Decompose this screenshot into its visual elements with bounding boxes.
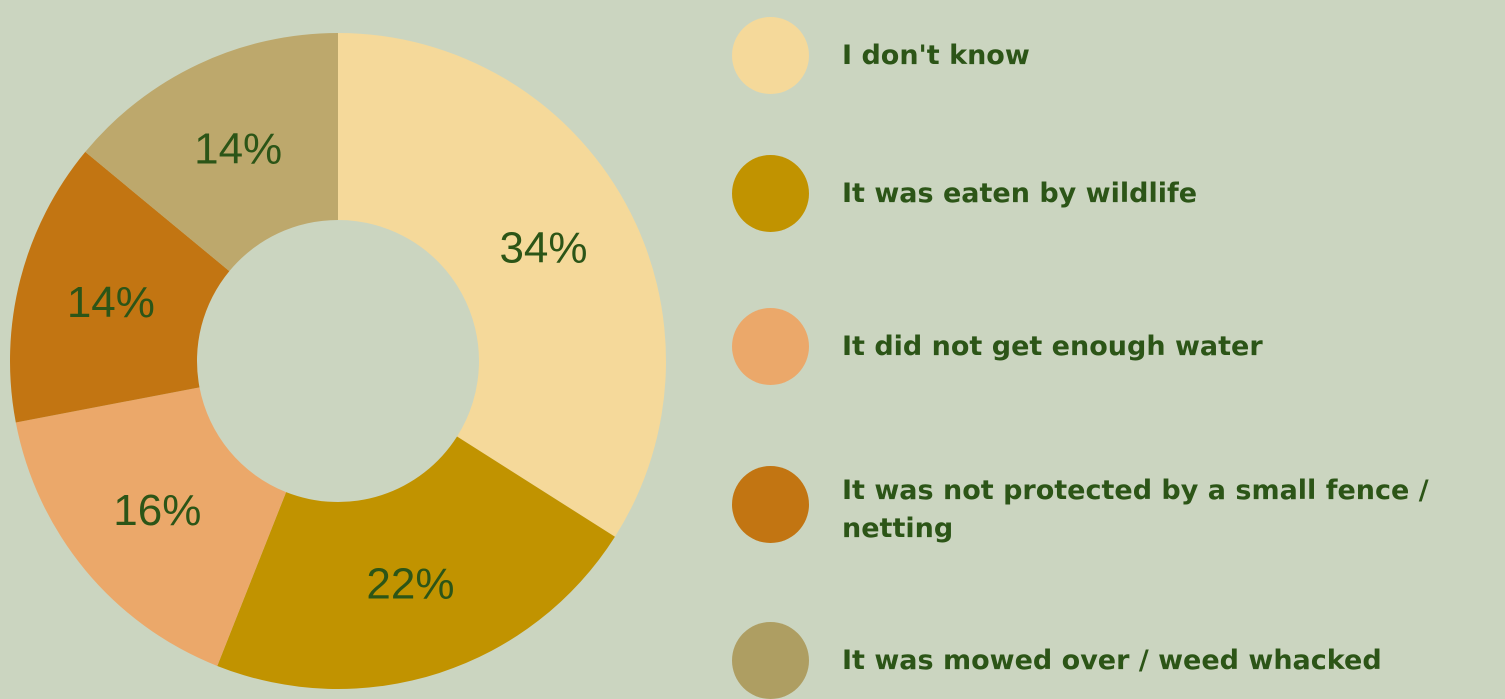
slice-label-3: 16% bbox=[113, 486, 201, 535]
legend-swatch-3 bbox=[732, 308, 809, 385]
slice-label-2: 22% bbox=[366, 560, 454, 609]
slice-label-4: 14% bbox=[67, 278, 155, 327]
slice-1 bbox=[338, 33, 666, 537]
slice-4 bbox=[10, 151, 230, 423]
slice-label-1: 34% bbox=[499, 224, 587, 273]
legend-item-3: It did not get enough water bbox=[732, 308, 1482, 385]
legend-label-1: I don't know bbox=[842, 40, 1030, 71]
slice-2 bbox=[217, 436, 615, 689]
donut-chart: 34% 22% 16% 14% 14% bbox=[10, 33, 666, 689]
legend-swatch-1 bbox=[732, 17, 809, 94]
legend-item-4: It was not protected by a small fence / … bbox=[732, 466, 1482, 548]
chart-legend: I don't know It was eaten by wildlife It d… bbox=[732, 0, 1505, 699]
legend-item-5: It was mowed over / weed whacked bbox=[732, 622, 1482, 699]
slice-3 bbox=[15, 387, 287, 666]
legend-label-3: It did not get enough water bbox=[842, 331, 1263, 362]
legend-label-2: It was eaten by wildlife bbox=[842, 178, 1198, 209]
legend-label-5: It was mowed over / weed whacked bbox=[842, 645, 1382, 676]
legend-label-4: It was not protected by a small fence / … bbox=[842, 475, 1429, 544]
legend-swatch-2 bbox=[732, 155, 809, 232]
slice-5 bbox=[85, 33, 338, 272]
legend-swatch-4 bbox=[732, 466, 809, 543]
slice-label-5: 14% bbox=[194, 124, 282, 173]
legend-item-1: I don't know bbox=[732, 17, 1482, 94]
legend-item-2: It was eaten by wildlife bbox=[732, 155, 1482, 232]
legend-swatch-5 bbox=[732, 622, 809, 699]
